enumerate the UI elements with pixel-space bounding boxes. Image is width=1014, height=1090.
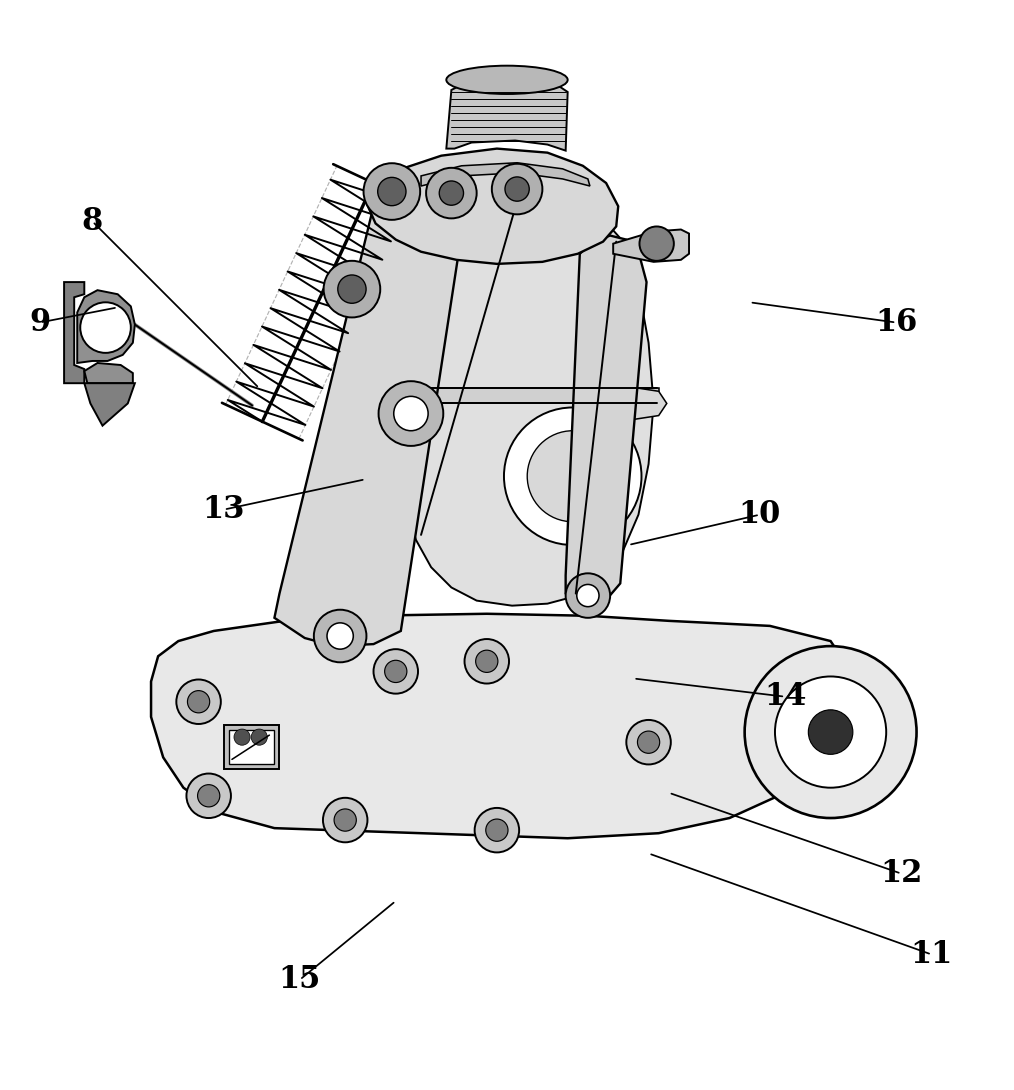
Text: 12: 12 — [880, 858, 923, 889]
Circle shape — [377, 178, 406, 206]
Circle shape — [323, 261, 380, 317]
Text: 8: 8 — [82, 206, 103, 237]
Polygon shape — [446, 77, 568, 150]
Polygon shape — [406, 388, 659, 403]
Circle shape — [527, 431, 619, 522]
Circle shape — [251, 729, 268, 746]
Text: 15: 15 — [279, 965, 320, 995]
Circle shape — [426, 168, 477, 218]
Circle shape — [486, 819, 508, 841]
Circle shape — [744, 646, 917, 818]
Text: 10: 10 — [738, 499, 781, 530]
Circle shape — [627, 719, 671, 764]
Polygon shape — [77, 290, 135, 363]
Circle shape — [476, 650, 498, 673]
Ellipse shape — [446, 65, 568, 94]
Polygon shape — [64, 282, 84, 384]
Circle shape — [464, 639, 509, 683]
Circle shape — [364, 164, 420, 220]
Polygon shape — [421, 162, 590, 186]
Text: 9: 9 — [29, 307, 51, 338]
Circle shape — [775, 677, 886, 788]
Circle shape — [198, 785, 220, 807]
Polygon shape — [613, 230, 690, 262]
Circle shape — [187, 774, 231, 818]
Circle shape — [808, 710, 853, 754]
Text: 14: 14 — [764, 681, 806, 712]
Circle shape — [188, 691, 210, 713]
Circle shape — [327, 622, 353, 650]
Circle shape — [504, 408, 642, 545]
Polygon shape — [385, 183, 654, 606]
Circle shape — [638, 731, 660, 753]
Circle shape — [378, 382, 443, 446]
Text: 13: 13 — [203, 494, 245, 525]
Text: 16: 16 — [875, 307, 918, 338]
Circle shape — [373, 650, 418, 693]
Circle shape — [640, 227, 674, 261]
Polygon shape — [84, 363, 133, 384]
Circle shape — [492, 164, 542, 215]
Circle shape — [234, 729, 250, 746]
Polygon shape — [224, 725, 280, 770]
Polygon shape — [151, 614, 851, 838]
Polygon shape — [84, 384, 135, 426]
Circle shape — [475, 808, 519, 852]
Circle shape — [566, 573, 610, 618]
Circle shape — [384, 661, 407, 682]
Circle shape — [577, 584, 599, 607]
Circle shape — [338, 275, 366, 303]
Polygon shape — [275, 183, 466, 646]
Circle shape — [80, 302, 131, 353]
Circle shape — [334, 809, 356, 832]
Polygon shape — [367, 148, 619, 264]
Circle shape — [393, 397, 428, 431]
Circle shape — [505, 177, 529, 202]
Text: 11: 11 — [911, 940, 953, 970]
Polygon shape — [606, 384, 667, 424]
Circle shape — [314, 609, 366, 663]
Circle shape — [322, 798, 367, 843]
Polygon shape — [566, 235, 647, 606]
Circle shape — [176, 679, 221, 724]
Circle shape — [439, 181, 463, 205]
Polygon shape — [229, 730, 275, 764]
